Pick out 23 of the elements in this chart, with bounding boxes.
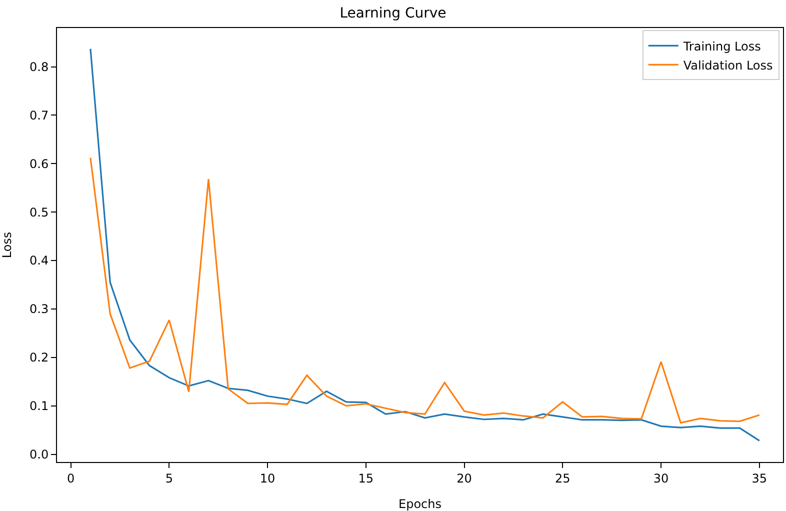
y-tick-label: 0.6 xyxy=(30,156,49,171)
y-tick-label: 0.8 xyxy=(30,60,49,74)
x-tick-label: 15 xyxy=(358,471,374,486)
line-series xyxy=(90,157,760,424)
y-axis-title: Loss xyxy=(0,232,14,258)
x-tick-label: 25 xyxy=(555,471,570,486)
x-axis-title: Epochs xyxy=(398,497,442,511)
y-tick-label: 0.4 xyxy=(30,254,49,268)
y-tick-label: 0.3 xyxy=(30,302,49,316)
y-tick-label: 0.7 xyxy=(30,108,49,122)
y-tick-label: 0.5 xyxy=(30,205,49,220)
x-tick-label: 10 xyxy=(260,471,276,486)
legend-label: Validation Loss xyxy=(683,58,773,72)
x-tick-label: 35 xyxy=(752,471,768,486)
legend-label: Training Loss xyxy=(682,39,761,54)
x-tick-label: 0 xyxy=(66,471,75,486)
y-tick-label: 0.2 xyxy=(30,350,49,365)
x-tick-label: 20 xyxy=(456,471,472,486)
y-tick-label: 0.1 xyxy=(30,399,49,414)
chart-title: Learning Curve xyxy=(340,5,446,22)
y-tick-label: 0.0 xyxy=(30,447,49,462)
x-tick-label: 5 xyxy=(165,471,173,486)
x-tick-label: 30 xyxy=(653,471,669,486)
